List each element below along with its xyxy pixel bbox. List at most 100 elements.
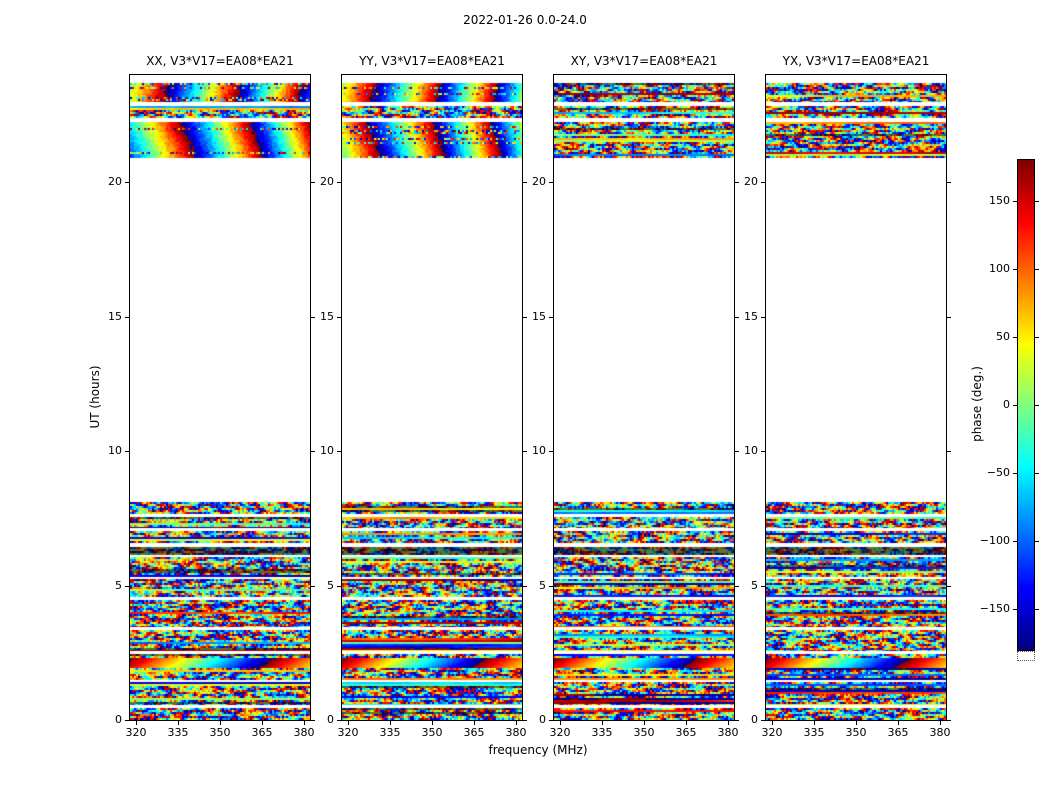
y-tick-mark [549, 182, 553, 183]
y-tick-mark [523, 586, 527, 587]
y-tick-mark [311, 586, 315, 587]
y-tick-label: 20 [108, 175, 122, 188]
y-tick-mark [549, 451, 553, 452]
x-tick-mark [348, 721, 349, 725]
y-tick-mark [947, 586, 951, 587]
colorbar-tick-mark [1035, 609, 1039, 610]
heatmap-YY [342, 75, 522, 720]
x-tick-mark [644, 721, 645, 725]
x-tick-label: 350 [209, 726, 231, 739]
y-tick-mark [337, 317, 341, 318]
x-tick-label: 350 [421, 726, 443, 739]
x-tick-mark [898, 721, 899, 725]
colorbar-tick-mark [1013, 269, 1017, 270]
y-tick-label: 10 [744, 444, 758, 457]
y-tick-mark [761, 317, 765, 318]
y-tick-mark [549, 586, 553, 587]
y-tick-label: 5 [751, 579, 758, 592]
y-tick-label: 5 [539, 579, 546, 592]
x-tick-label: 365 [463, 726, 485, 739]
panel-XY: XY, V3*V17=EA08*EA21 0 5 10 15 20 320 335 350 365… [532, 54, 739, 739]
y-tick-mark [947, 317, 951, 318]
colorbar-tick-mark [1035, 337, 1039, 338]
x-tick-label: 320 [337, 726, 359, 739]
y-tick-label: 20 [744, 175, 758, 188]
colorbar-tick-mark [1013, 201, 1017, 202]
y-tick-mark [523, 317, 527, 318]
y-tick-mark [549, 720, 553, 721]
y-tick-label: 10 [320, 444, 334, 457]
y-tick-mark [125, 317, 129, 318]
y-tick-mark [549, 317, 553, 318]
colorbar-tick-mark [1013, 609, 1017, 610]
x-tick-label: 335 [379, 726, 401, 739]
y-tick-mark [337, 720, 341, 721]
x-tick-mark [262, 721, 263, 725]
y-tick-mark [735, 182, 739, 183]
x-tick-mark [814, 721, 815, 725]
y-tick-mark [947, 720, 951, 721]
colorbar-tick-mark [1035, 269, 1039, 270]
x-tick-label: 320 [125, 726, 147, 739]
y-tick-mark [125, 182, 129, 183]
y-tick-mark [735, 586, 739, 587]
x-tick-label: 335 [803, 726, 825, 739]
y-tick-mark [947, 451, 951, 452]
y-axis-label: UT (hours) [88, 365, 102, 429]
y-tick-mark [337, 586, 341, 587]
x-tick-mark [390, 721, 391, 725]
y-tick-mark [761, 182, 765, 183]
y-tick-label: 15 [744, 310, 758, 323]
y-tick-label: 15 [320, 310, 334, 323]
y-tick-label: 5 [115, 579, 122, 592]
x-tick-mark [772, 721, 773, 725]
colorbar-tick-mark [1035, 201, 1039, 202]
x-tick-label: 380 [929, 726, 951, 739]
x-tick-mark [304, 721, 305, 725]
y-tick-mark [311, 451, 315, 452]
y-tick-mark [125, 451, 129, 452]
panel-XX: XX, V3*V17=EA08*EA21 0 5 10 15 20 320 335 350 365… [108, 54, 315, 739]
y-tick-mark [761, 586, 765, 587]
x-tick-mark [728, 721, 729, 725]
y-tick-mark [761, 451, 765, 452]
x-tick-label: 335 [167, 726, 189, 739]
y-tick-label: 10 [108, 444, 122, 457]
heatmap-XY [554, 75, 734, 720]
colorbar-tick-mark [1013, 541, 1017, 542]
y-tick-label: 0 [115, 713, 122, 726]
y-tick-mark [125, 586, 129, 587]
x-tick-label: 365 [675, 726, 697, 739]
y-tick-label: 10 [532, 444, 546, 457]
x-tick-label: 350 [845, 726, 867, 739]
x-tick-label: 350 [633, 726, 655, 739]
y-tick-mark [735, 451, 739, 452]
x-tick-label: 380 [505, 726, 527, 739]
x-tick-label: 320 [549, 726, 571, 739]
y-tick-mark [735, 317, 739, 318]
x-tick-mark [516, 721, 517, 725]
x-tick-mark [686, 721, 687, 725]
y-tick-label: 0 [539, 713, 546, 726]
x-tick-label: 320 [761, 726, 783, 739]
heatmap-YX [766, 75, 946, 720]
y-tick-mark [311, 317, 315, 318]
colorbar-tick-mark [1035, 405, 1039, 406]
panel-title-YY: YY, V3*V17=EA08*EA21 [359, 54, 505, 68]
y-tick-mark [523, 451, 527, 452]
x-tick-mark [602, 721, 603, 725]
x-axis-label: frequency (MHz) [488, 743, 588, 757]
y-tick-label: 0 [751, 713, 758, 726]
colorbar-tick-mark [1035, 541, 1039, 542]
y-tick-label: 5 [327, 579, 334, 592]
y-tick-mark [523, 720, 527, 721]
x-tick-mark [474, 721, 475, 725]
y-tick-mark [947, 182, 951, 183]
panel-title-XX: XX, V3*V17=EA08*EA21 [146, 54, 294, 68]
colorbar-tick-mark [1013, 405, 1017, 406]
colorbar-tick-label: −50 [986, 466, 1010, 479]
y-tick-mark [311, 720, 315, 721]
colorbar-tick-label: 150 [989, 194, 1010, 207]
colorbar-tick-label: −150 [979, 602, 1010, 615]
